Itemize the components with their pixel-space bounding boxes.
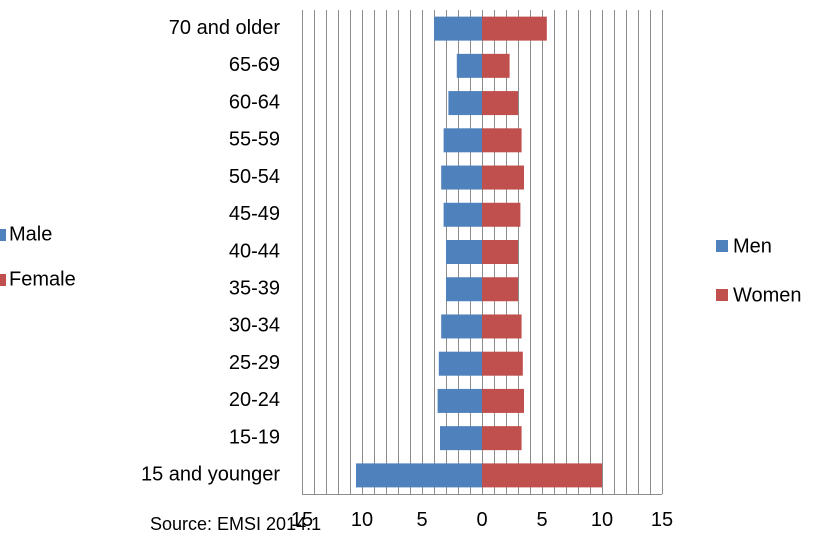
bar-men-8	[441, 165, 482, 190]
bar-women-7	[482, 202, 521, 227]
partial-legend-label-female: Female	[9, 268, 76, 290]
bar-men-9	[443, 128, 482, 153]
legend-label-men: Men	[733, 235, 772, 257]
bar-men-0	[356, 463, 482, 488]
category-label: 15 and younger	[141, 464, 280, 486]
x-tick-label: 5	[416, 509, 427, 531]
legend: Men Women	[716, 235, 802, 306]
bar-women-2	[482, 388, 524, 413]
x-tick-label: 15	[651, 509, 673, 531]
bar-women-12	[482, 16, 547, 41]
bar-men-11	[456, 53, 482, 78]
category-label: 45-49	[229, 203, 280, 225]
category-label: 60-64	[229, 91, 280, 113]
bar-women-3	[482, 351, 523, 376]
bar-women-6	[482, 240, 518, 264]
bar-women-0	[482, 463, 602, 488]
bar-men-12	[434, 16, 482, 41]
bar-women-11	[482, 53, 510, 78]
category-label: 30-34	[229, 315, 280, 337]
category-label: 20-24	[229, 389, 280, 411]
category-label: 70 and older	[169, 17, 281, 39]
bars	[356, 16, 602, 488]
category-label: 50-54	[229, 166, 280, 188]
bar-men-4	[441, 314, 482, 339]
partial-legend-swatch-male	[0, 229, 6, 241]
category-label: 65-69	[229, 54, 280, 76]
category-label: 15-19	[229, 426, 280, 448]
bar-women-1	[482, 426, 522, 451]
bar-men-6	[446, 240, 482, 264]
category-labels: 15 and younger 15-19 20-24 25-29 30-34 35-39 4…	[141, 17, 280, 486]
category-label: 55-59	[229, 129, 280, 151]
partial-legend: Male Female	[0, 223, 76, 290]
category-label: 25-29	[229, 352, 280, 374]
bar-men-10	[448, 91, 482, 116]
category-label: 35-39	[229, 278, 280, 300]
legend-swatch-women	[716, 289, 728, 301]
bar-men-1	[440, 426, 482, 451]
category-label: 40-44	[229, 240, 280, 262]
bar-women-4	[482, 314, 522, 339]
x-tick-label: 0	[476, 509, 487, 531]
source-note: Source: EMSI 2014.1	[150, 514, 321, 534]
partial-legend-label-male: Male	[9, 223, 52, 245]
bar-women-5	[482, 277, 518, 302]
x-tick-label: 10	[351, 509, 373, 531]
legend-label-women: Women	[733, 284, 802, 306]
bar-women-10	[482, 91, 518, 116]
bar-women-8	[482, 165, 524, 190]
bar-women-9	[482, 128, 522, 153]
bar-men-2	[437, 388, 482, 413]
x-tick-labels: 15 10 5 0 5 10 15	[291, 509, 673, 531]
x-tick-label: 15	[291, 509, 313, 531]
x-tick-label: 10	[591, 509, 613, 531]
legend-swatch-men	[716, 240, 728, 252]
x-tick-label: 5	[536, 509, 547, 531]
bar-men-3	[438, 351, 482, 376]
bar-men-5	[446, 277, 482, 302]
bar-men-7	[443, 202, 482, 227]
partial-legend-swatch-female	[0, 274, 6, 286]
